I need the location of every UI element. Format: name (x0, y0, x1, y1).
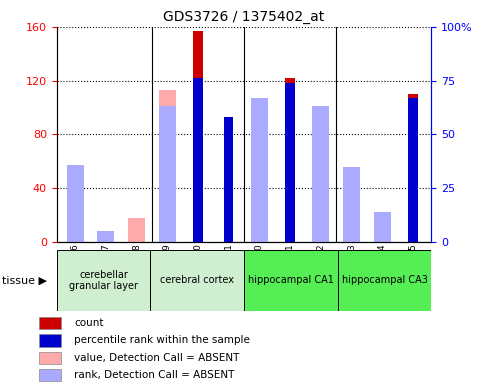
Bar (128, 218, 145, 242)
Bar (343, 167, 360, 242)
Bar (285, 78, 295, 242)
Text: hippocampal CA1: hippocampal CA1 (248, 275, 334, 285)
Bar (224, 117, 233, 242)
Text: cerebellar
granular layer: cerebellar granular layer (69, 270, 138, 291)
Bar (150, 250, 244, 311)
Text: value, Detection Call = ABSENT: value, Detection Call = ABSENT (74, 353, 240, 363)
Bar (408, 98, 418, 242)
Bar (251, 98, 268, 242)
Bar (39, 334, 61, 347)
Bar (39, 369, 61, 381)
Bar (374, 233, 390, 242)
Bar (343, 215, 360, 242)
Bar (224, 117, 233, 242)
Title: GDS3726 / 1375402_at: GDS3726 / 1375402_at (163, 10, 325, 25)
Bar (193, 31, 203, 242)
Bar (39, 317, 61, 329)
Bar (193, 78, 203, 242)
Bar (374, 212, 390, 242)
Bar (67, 184, 84, 242)
Bar (39, 351, 61, 364)
Bar (57, 250, 150, 311)
Bar (159, 90, 176, 242)
Bar (408, 94, 418, 242)
Text: cerebral cortex: cerebral cortex (160, 275, 234, 285)
Bar (244, 250, 338, 311)
Bar (159, 106, 176, 242)
Bar (67, 164, 84, 242)
Text: percentile rank within the sample: percentile rank within the sample (74, 336, 250, 346)
Bar (98, 231, 114, 242)
Bar (285, 83, 295, 242)
Bar (251, 117, 268, 242)
Bar (313, 136, 329, 242)
Text: rank, Detection Call = ABSENT: rank, Detection Call = ABSENT (74, 370, 235, 380)
Text: count: count (74, 318, 104, 328)
Text: tissue ▶: tissue ▶ (2, 275, 47, 285)
Text: hippocampal CA3: hippocampal CA3 (342, 275, 427, 285)
Bar (338, 250, 431, 311)
Bar (313, 106, 329, 242)
